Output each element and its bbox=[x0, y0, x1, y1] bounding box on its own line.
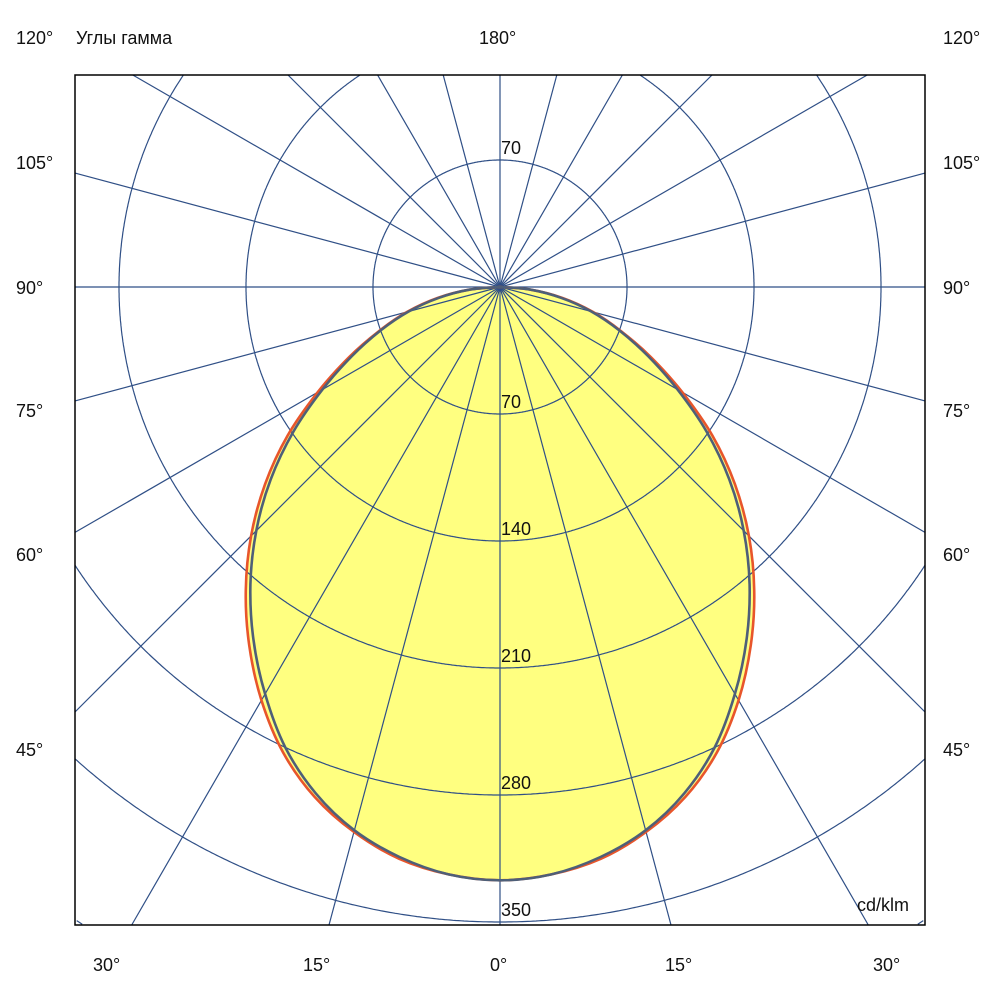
chart-title: Углы гамма bbox=[76, 28, 173, 48]
plot-area bbox=[74, 74, 926, 926]
radial-line-315 bbox=[74, 286, 501, 713]
radial-line-120 bbox=[499, 74, 868, 288]
right-angle-label: 60° bbox=[943, 545, 971, 565]
radial-line-240 bbox=[132, 74, 501, 288]
left-angle-label: 60° bbox=[16, 545, 44, 565]
ring-label: 280 bbox=[501, 773, 532, 793]
left-angle-label: 45° bbox=[16, 740, 44, 760]
ring-label: 70 bbox=[501, 392, 522, 412]
left-angle-label: 105° bbox=[16, 153, 54, 173]
intensity-curve-1 bbox=[249, 285, 751, 882]
grid-ring-350 bbox=[74, 758, 926, 923]
bottom-angle-label: 15° bbox=[665, 955, 693, 975]
radial-line-345 bbox=[328, 286, 501, 926]
radial-line-210 bbox=[377, 74, 501, 288]
radial-line-300 bbox=[74, 286, 501, 533]
bottom-angle-label: 30° bbox=[873, 955, 901, 975]
grid-ring-140 bbox=[245, 74, 755, 542]
radial-line-105 bbox=[499, 172, 926, 288]
grid-ring-210 bbox=[118, 74, 882, 669]
right-angle-label: 90° bbox=[943, 278, 971, 298]
left-angle-label: 75° bbox=[16, 401, 44, 421]
radial-line-285 bbox=[74, 286, 501, 402]
ring-label: 140 bbox=[501, 519, 532, 539]
radial-line-135 bbox=[499, 74, 713, 288]
right-angle-label: 45° bbox=[943, 740, 971, 760]
bottom-angle-label: 30° bbox=[93, 955, 121, 975]
radial-line-60 bbox=[499, 286, 926, 533]
radial-line-30 bbox=[499, 286, 869, 926]
radial-line-45 bbox=[499, 286, 926, 713]
radial-line-255 bbox=[74, 172, 501, 288]
radial-line-165 bbox=[499, 74, 558, 288]
radial-line-15 bbox=[499, 286, 672, 926]
right-angle-label: 120° bbox=[943, 28, 981, 48]
bottom-angle-label: 0° bbox=[490, 955, 508, 975]
top-angle-label: 180° bbox=[479, 28, 517, 48]
radial-line-225 bbox=[287, 74, 501, 288]
left-angle-label: 90° bbox=[16, 278, 44, 298]
ring-label: 210 bbox=[501, 646, 532, 666]
unit-label: cd/klm bbox=[857, 895, 910, 915]
plot-frame bbox=[74, 74, 926, 926]
bottom-angle-label: 15° bbox=[303, 955, 331, 975]
grid-ring-420 bbox=[76, 920, 924, 925]
grid-ring-280 bbox=[74, 565, 926, 796]
ring-label: 350 bbox=[501, 900, 532, 920]
left-angle-label: 120° bbox=[16, 28, 54, 48]
radial-line-75 bbox=[499, 286, 926, 402]
right-angle-label: 75° bbox=[943, 401, 971, 421]
right-angle-label: 105° bbox=[943, 153, 981, 173]
radial-line-195 bbox=[442, 74, 501, 288]
ring-label-top: 70 bbox=[501, 138, 522, 158]
radial-line-330 bbox=[131, 286, 501, 926]
radial-line-150 bbox=[499, 74, 623, 288]
